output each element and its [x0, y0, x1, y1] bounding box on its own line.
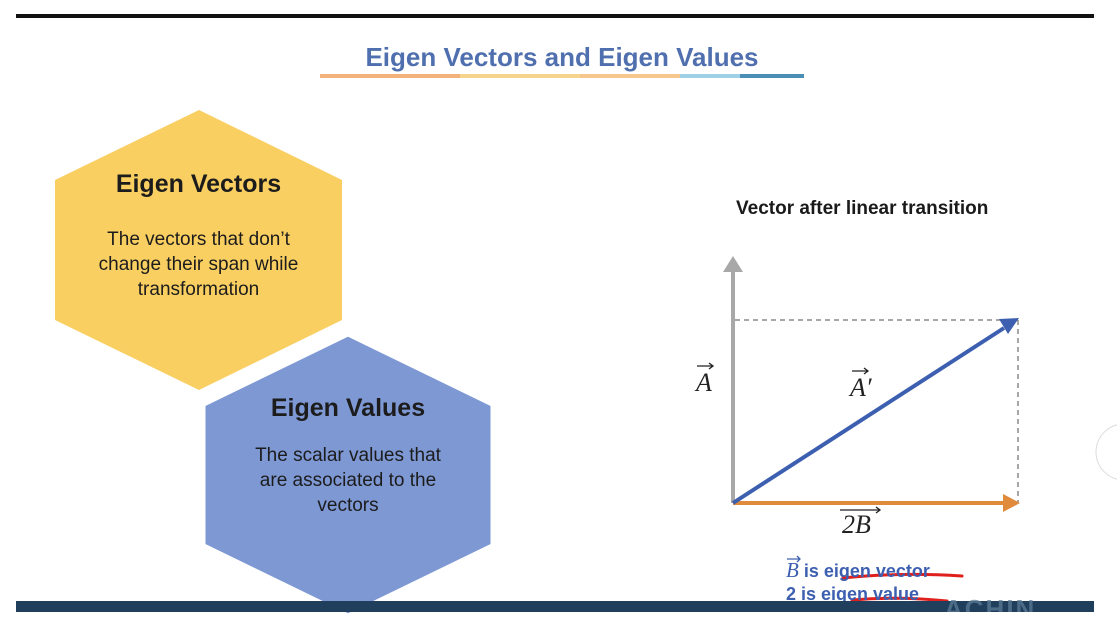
underline-eigen-value — [850, 596, 949, 603]
eigen-values-line-2: are associated to the — [259, 470, 437, 491]
vec-arrow-2b — [840, 506, 882, 514]
caption-vector-b: B — [786, 558, 799, 582]
vec-arrow-a — [697, 362, 715, 370]
top-rule — [16, 14, 1094, 18]
vector-a-prime-line — [731, 326, 1006, 505]
title-underline — [320, 74, 804, 78]
footer-bar — [16, 601, 1094, 612]
side-nav-button[interactable] — [1095, 424, 1117, 480]
caption-eigen-vector-text: is eigen vector — [798, 561, 930, 581]
eigen-values-hexagon — [202, 333, 494, 617]
underline-eigen-vector — [841, 572, 964, 580]
eigen-values-line-3: vectors — [317, 495, 379, 516]
eigen-vectors-description: The vectors that don’t change their span… — [55, 227, 342, 302]
vector-2b-arrowhead — [1003, 494, 1020, 512]
watermark: ACHIN — [944, 596, 1037, 612]
eigen-vectors-title: Eigen Vectors — [115, 170, 282, 198]
vec-arrow-b — [787, 555, 801, 563]
vector-a-prime-arrowhead — [999, 318, 1019, 334]
eigen-vectors-line-2: change their span while — [98, 254, 299, 275]
label-vector-a: A — [696, 368, 712, 397]
eigen-vectors-line-1: The vectors that don’t — [107, 229, 290, 250]
diagram-heading: Vector after linear transition — [736, 198, 989, 219]
eigen-vectors-hexagon — [55, 110, 342, 390]
label-vector-a-prime: A′ — [850, 373, 872, 402]
vector-a-arrowhead — [723, 256, 743, 272]
vec-arrow-a-prime — [852, 367, 870, 375]
caption-eigen-value: 2 is eigen value — [786, 584, 920, 601]
caption-eigen-vector: B is eigen vector — [786, 558, 930, 583]
eigen-vectors-card: Eigen Vectors The vectors that don’t cha… — [55, 170, 342, 302]
label-vector-2b: 2B — [842, 510, 871, 539]
eigen-values-title: Eigen Values — [270, 394, 426, 422]
eigen-values-description: The scalar values that are associated to… — [204, 443, 492, 518]
eigen-values-line-1: The scalar values that — [255, 445, 441, 466]
slide-title: Eigen Vectors and Eigen Values — [365, 42, 759, 72]
eigen-values-card: Eigen Values The scalar values that are … — [204, 394, 492, 518]
vector-diagram — [697, 256, 1020, 603]
eigen-vectors-line-3: transformation — [137, 279, 260, 300]
